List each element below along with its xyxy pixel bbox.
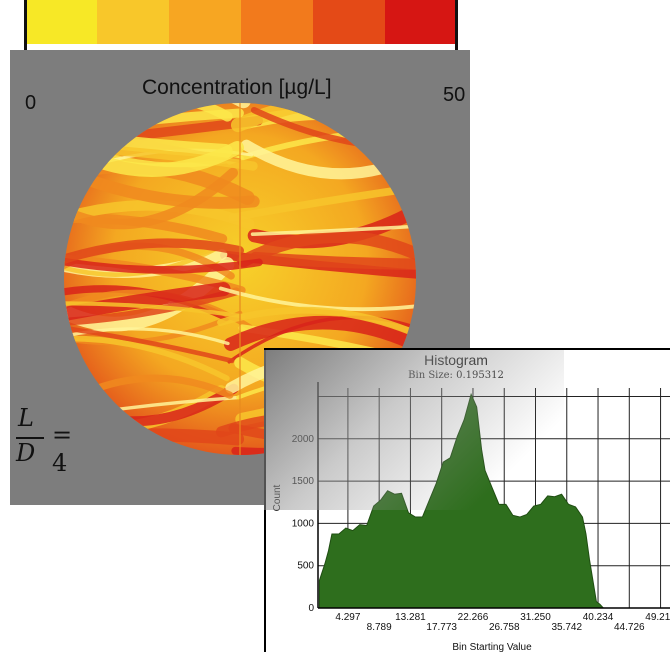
histogram-xlabel: Bin Starting Value	[452, 642, 532, 652]
colorbar-max-label: 50	[443, 84, 466, 106]
x-tick-label: 49.219	[645, 612, 670, 623]
x-tick-label: 44.726	[614, 622, 645, 633]
y-tick-label: 1000	[292, 518, 315, 529]
swirl-streak	[64, 257, 263, 274]
y-tick-label: 2000	[292, 434, 315, 445]
fraction-bar	[16, 437, 44, 439]
colorbar-min-tick	[24, 0, 27, 88]
colorbar-segment	[97, 0, 169, 44]
colorbar-min-label: 0	[25, 92, 37, 114]
colorbar-segment	[385, 0, 457, 44]
swirl-streak	[249, 251, 416, 270]
x-tick-label: 8.789	[367, 622, 392, 633]
x-tick-label: 40.234	[583, 612, 614, 623]
histogram-window: Histogram Bin Size: 0.195312 0 500 1000 150…	[264, 348, 670, 652]
x-tick-label: 22.266	[458, 612, 489, 623]
x-tick-label: 13.281	[395, 612, 426, 623]
colorbar-segment	[169, 0, 241, 44]
x-tick-label: 26.758	[489, 622, 520, 633]
ratio-denominator: D	[16, 439, 36, 467]
x-tick-label: 4.297	[335, 612, 360, 623]
ratio-value: = 4	[52, 421, 73, 477]
colorbar-segment	[241, 0, 313, 44]
x-tick-label: 35.742	[551, 622, 582, 633]
colorbar-max-tick	[455, 0, 458, 88]
x-tick-label: 17.773	[426, 622, 457, 633]
swirl-streak	[64, 238, 233, 277]
concentration-title: Concentration [µg/L]	[142, 76, 332, 99]
x-tick-label: 31.250	[520, 612, 551, 623]
colorbar-segment	[25, 0, 97, 44]
histogram-chart: 0 500 1000 1500 2000 4.297 8.78913.28117.77322…	[272, 382, 670, 652]
swirl-streak	[64, 238, 244, 265]
swirl-streak	[237, 230, 416, 268]
ratio-numerator: L	[18, 404, 34, 432]
y-tick-label: 0	[308, 603, 314, 614]
histogram-ylabel: Count	[272, 484, 283, 511]
swirl-streak	[64, 301, 246, 319]
y-tick-label: 1500	[292, 476, 315, 487]
concentration-colorbar	[25, 0, 457, 44]
colorbar-segment	[313, 0, 385, 44]
y-tick-label: 500	[297, 561, 314, 572]
histogram-area	[318, 392, 605, 609]
